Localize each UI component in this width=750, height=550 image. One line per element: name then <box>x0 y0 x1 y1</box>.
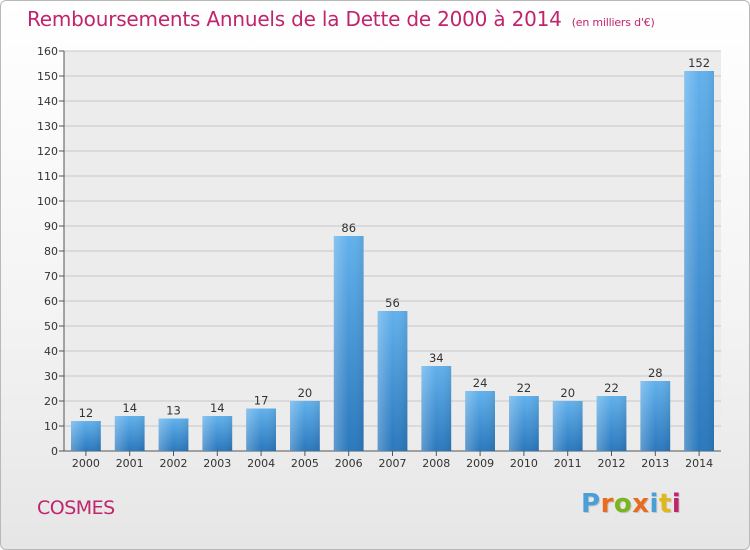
y-tick-label: 80 <box>44 245 58 258</box>
logo-letter: i <box>671 489 682 519</box>
y-tick-label: 140 <box>37 95 58 108</box>
data-label: 152 <box>688 56 710 70</box>
x-tick-label: 2002 <box>160 457 188 470</box>
y-tick-label: 160 <box>37 45 58 58</box>
x-tick-label: 2010 <box>510 457 538 470</box>
y-tick-label: 0 <box>51 445 58 458</box>
data-label: 86 <box>341 221 356 235</box>
bar-shade <box>509 396 539 451</box>
data-label: 14 <box>122 401 137 415</box>
x-tick-label: 2007 <box>379 457 407 470</box>
y-tick-label: 120 <box>37 145 58 158</box>
y-tick-label: 70 <box>44 270 58 283</box>
y-tick-label: 30 <box>44 370 58 383</box>
y-tick-label: 110 <box>37 170 58 183</box>
x-tick-label: 2014 <box>685 457 713 470</box>
bar-shade <box>421 366 452 451</box>
y-tick-label: 60 <box>44 295 58 308</box>
bar-shade <box>684 71 714 451</box>
bar-shade <box>596 396 627 451</box>
data-label: 22 <box>517 381 532 395</box>
logo-letter: o <box>613 489 633 519</box>
x-tick-label: 2012 <box>598 457 626 470</box>
bar-shade <box>246 408 276 451</box>
logo-letter: i <box>649 489 659 519</box>
x-tick-label: 2006 <box>335 457 363 470</box>
x-tick-label: 2000 <box>72 457 100 470</box>
y-tick-label: 20 <box>44 395 58 408</box>
y-tick-label: 100 <box>37 195 58 208</box>
x-tick-label: 2004 <box>247 457 275 470</box>
data-label: 28 <box>648 366 663 380</box>
logo-letter: t <box>658 489 672 519</box>
x-tick-label: 2009 <box>466 457 494 470</box>
x-tick-label: 2003 <box>203 457 231 470</box>
data-label: 13 <box>166 404 181 418</box>
data-label: 20 <box>560 386 575 400</box>
bar-shade <box>377 311 408 451</box>
commune-name: COSMES <box>37 497 115 519</box>
y-tick-label: 130 <box>37 120 58 133</box>
bar-shade <box>640 381 671 451</box>
data-label: 56 <box>385 296 400 310</box>
chart-title: Remboursements Annuels de la Dette de 20… <box>27 7 655 31</box>
bar-shade <box>465 391 495 451</box>
data-label: 20 <box>298 386 313 400</box>
y-tick-label: 150 <box>37 70 58 83</box>
bar-shade <box>202 416 233 451</box>
logo-letter: x <box>632 489 650 519</box>
bar-shade <box>552 401 583 451</box>
data-label: 12 <box>79 406 94 420</box>
bar-shade <box>158 418 189 451</box>
bar-shade <box>114 416 145 451</box>
x-tick-label: 2005 <box>291 457 319 470</box>
bar-shade <box>290 401 320 451</box>
x-tick-label: 2011 <box>554 457 582 470</box>
data-label: 24 <box>473 376 488 390</box>
data-label: 14 <box>210 401 225 415</box>
data-label: 22 <box>604 381 619 395</box>
data-label: 34 <box>429 351 444 365</box>
y-tick-label: 50 <box>44 320 58 333</box>
y-tick-label: 40 <box>44 345 58 358</box>
logo-letter: P <box>581 489 601 519</box>
y-tick-label: 10 <box>44 420 58 433</box>
proxiti-logo[interactable]: Proxiti <box>581 489 681 519</box>
x-tick-label: 2008 <box>422 457 450 470</box>
data-label: 17 <box>254 394 269 408</box>
y-tick-label: 90 <box>44 220 58 233</box>
chart-title-text: Remboursements Annuels de la Dette de 20… <box>27 7 562 31</box>
bar-shade <box>71 421 101 451</box>
chart-unit: (en milliers d'€) <box>571 16 655 29</box>
x-tick-label: 2013 <box>641 457 669 470</box>
logo-letter: r <box>600 489 614 519</box>
bar-shade <box>333 236 364 451</box>
x-tick-label: 2001 <box>116 457 144 470</box>
